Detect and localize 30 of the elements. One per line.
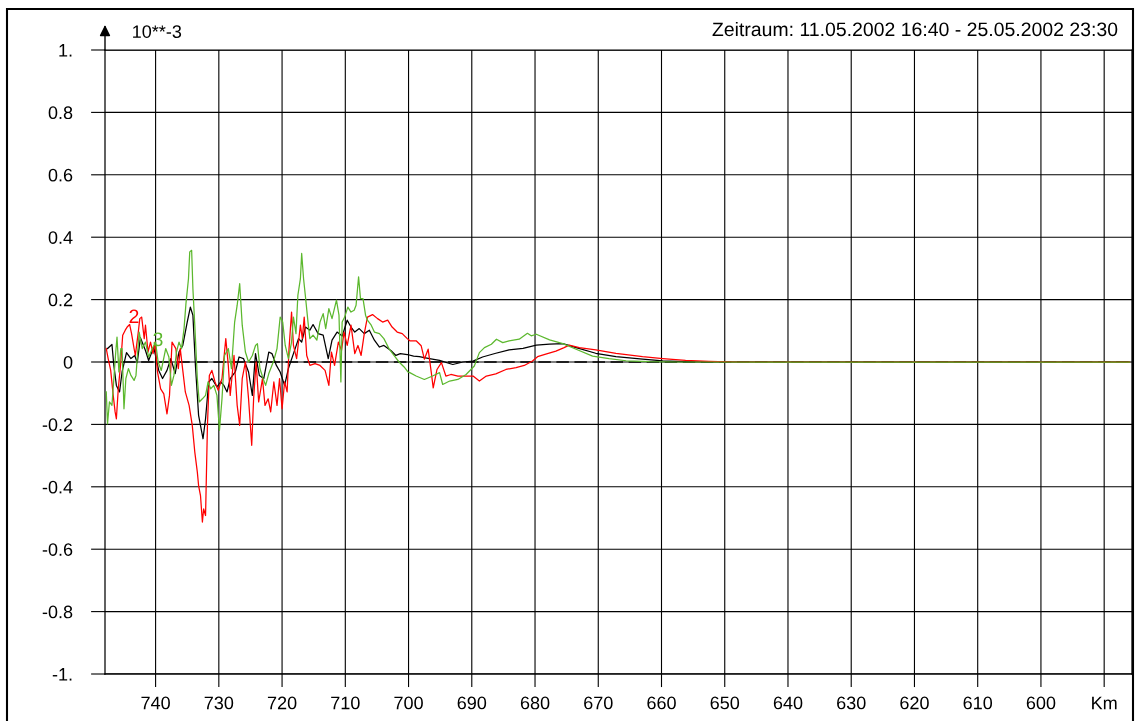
y-axis-title: 10**-3 (133, 25, 182, 38)
x-tick-label: 690 (457, 696, 487, 710)
y-tick-label: 0.4 (48, 231, 73, 244)
y-tick-label: 0 (63, 355, 73, 369)
y-tick-label: -0.2 (42, 418, 73, 432)
x-tick-label: 720 (267, 696, 297, 710)
x-tick-label: 680 (520, 696, 550, 710)
x-tick-label: 650 (710, 696, 740, 710)
y-tick-label: -1. (52, 668, 72, 681)
y-tick-label: 0.6 (48, 168, 73, 182)
y-tick-label: 1. (59, 44, 72, 57)
x-tick-label: 730 (204, 696, 234, 710)
x-tick-label: 630 (837, 696, 866, 710)
x-tick-label: 620 (900, 696, 929, 710)
x-tick-label: 600 (1026, 696, 1056, 710)
y-tick-label: 0.8 (48, 106, 73, 120)
y-tick-label: -0.6 (42, 543, 73, 556)
x-tick-label: 640 (773, 696, 803, 710)
x-tick-label: 670 (584, 696, 613, 710)
chart-title: Zeitraum: 11.05.2002 16:40 - 25.05.2002 23:30 (712, 21, 1118, 37)
y-tick-label: -0.8 (42, 605, 73, 619)
x-tick-label: 710 (331, 696, 360, 710)
x-tick-label: 740 (141, 696, 170, 710)
x-tick-label: 610 (963, 696, 993, 710)
y-tick-label: 0.2 (48, 293, 73, 307)
x-tick-label: 700 (394, 696, 423, 710)
series-label: 2 (129, 309, 139, 324)
y-tick-label: -0.4 (42, 480, 73, 494)
x-tick-label: 660 (647, 696, 676, 710)
x-tick-label: Km (1092, 696, 1117, 710)
